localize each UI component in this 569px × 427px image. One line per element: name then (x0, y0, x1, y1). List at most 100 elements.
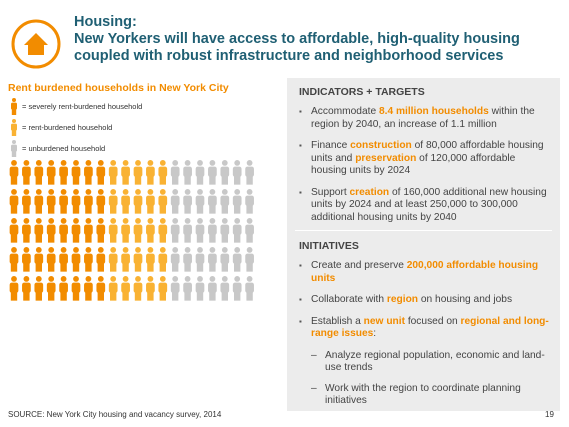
person-icon (232, 247, 242, 272)
person-icon (9, 276, 19, 301)
person-icon (121, 189, 130, 214)
highlight: construction (350, 140, 412, 151)
person-icon (108, 218, 118, 243)
person-icon (208, 160, 217, 185)
person-icon (245, 247, 254, 272)
person-icon (71, 218, 81, 243)
person-icon (121, 276, 130, 301)
legend-icon (11, 140, 17, 157)
text: of 160,000 additional new housing units … (311, 186, 547, 223)
text: on housing and jobs (418, 294, 513, 305)
person-icon (84, 247, 93, 272)
legend-icon (11, 119, 17, 136)
bullet: Create and preserve 200,000 affordable h… (299, 260, 553, 285)
person-icon (121, 218, 130, 243)
person-icon (22, 276, 31, 301)
person-icon (183, 276, 192, 301)
person-icon (245, 218, 254, 243)
person-icon (59, 160, 68, 185)
person-icon (59, 276, 68, 301)
person-icon (245, 160, 254, 185)
person-icon (108, 276, 118, 301)
highlight: 200,000 affordable housing units (311, 260, 539, 284)
legend-label: = rent-burdened household (22, 123, 113, 132)
person-icon (220, 189, 230, 214)
person-icon (108, 160, 118, 185)
person-icon (9, 189, 19, 214)
panel: INDICATORS + TARGETS Accommodate 8.4 mill… (287, 78, 560, 411)
person-icon (208, 218, 217, 243)
person-icon (71, 276, 81, 301)
person-icon (22, 160, 31, 185)
legend-icon (11, 98, 17, 115)
person-icon (220, 218, 230, 243)
person-icon (34, 189, 44, 214)
highlight: new unit (363, 315, 405, 327)
person-icon (195, 189, 205, 214)
person-icon (34, 218, 44, 243)
text: Support (311, 186, 350, 198)
person-icon (170, 160, 180, 185)
person-icon (22, 189, 31, 214)
person-icon (208, 247, 217, 272)
person-icon (34, 160, 44, 185)
person-icon (71, 189, 81, 214)
person-icon (46, 189, 56, 214)
person-icon (96, 276, 106, 301)
person-icon (220, 247, 230, 272)
text: Accommodate (311, 106, 379, 117)
person-icon (146, 160, 155, 185)
person-icon (195, 276, 205, 301)
bullet: Support creation of 160,000 additional n… (299, 187, 553, 225)
person-icon (59, 218, 68, 243)
person-icon (96, 189, 106, 214)
person-icon (11, 98, 17, 115)
text: Analyze regional population, economic an… (325, 349, 545, 374)
text: Work with the region to coordinate plann… (325, 382, 521, 407)
person-icon (9, 247, 19, 272)
title: Housing: New Yorkers will have access to … (74, 14, 520, 65)
person-icon (59, 247, 68, 272)
person-icon (170, 247, 180, 272)
person-icon (84, 189, 93, 214)
bullet: Finance construction of 80,000 affordabl… (299, 140, 553, 178)
person-icon (96, 218, 106, 243)
title-line: Housing: (74, 14, 137, 30)
person-icon (158, 160, 168, 185)
person-icon (170, 218, 180, 243)
person-icon (232, 276, 242, 301)
person-icon (46, 160, 56, 185)
person-icon (146, 218, 155, 243)
heading: INDICATORS + TARGETS (299, 86, 425, 98)
highlight: preservation (355, 152, 417, 164)
person-icon (121, 247, 130, 272)
person-icon (96, 247, 106, 272)
text: focused on (404, 315, 461, 327)
person-icon (183, 160, 192, 185)
person-icon (158, 247, 168, 272)
bullet: Establish a new unit focused on regional… (299, 316, 553, 341)
text: within the region by 2040, an increase o… (311, 106, 535, 130)
bullet: Accommodate 8.4 million households withi… (299, 106, 553, 131)
person-icon (71, 247, 81, 272)
person-icon (46, 276, 56, 301)
person-icon (34, 276, 44, 301)
initiatives: INITIATIVES Create and preserve 200,000 a… (299, 240, 553, 416)
person-icon (245, 276, 254, 301)
person-icon (96, 160, 106, 185)
sub-bullet: Analyze regional population, economic an… (299, 350, 553, 375)
legend-label: = unburdened household (22, 144, 106, 153)
person-icon (170, 189, 180, 214)
bullet: Collaborate with region on housing and j… (299, 294, 553, 307)
person-icon (208, 276, 217, 301)
sub-bullet: Work with the region to coordinate plann… (299, 383, 553, 408)
person-icon (158, 189, 168, 214)
text: Finance (311, 140, 351, 151)
text: of 80,000 affordable housing units and (311, 140, 544, 164)
person-icon (158, 276, 168, 301)
person-icon (108, 247, 118, 272)
person-icon (84, 218, 93, 243)
person-icon (232, 160, 242, 185)
divider (295, 230, 552, 231)
